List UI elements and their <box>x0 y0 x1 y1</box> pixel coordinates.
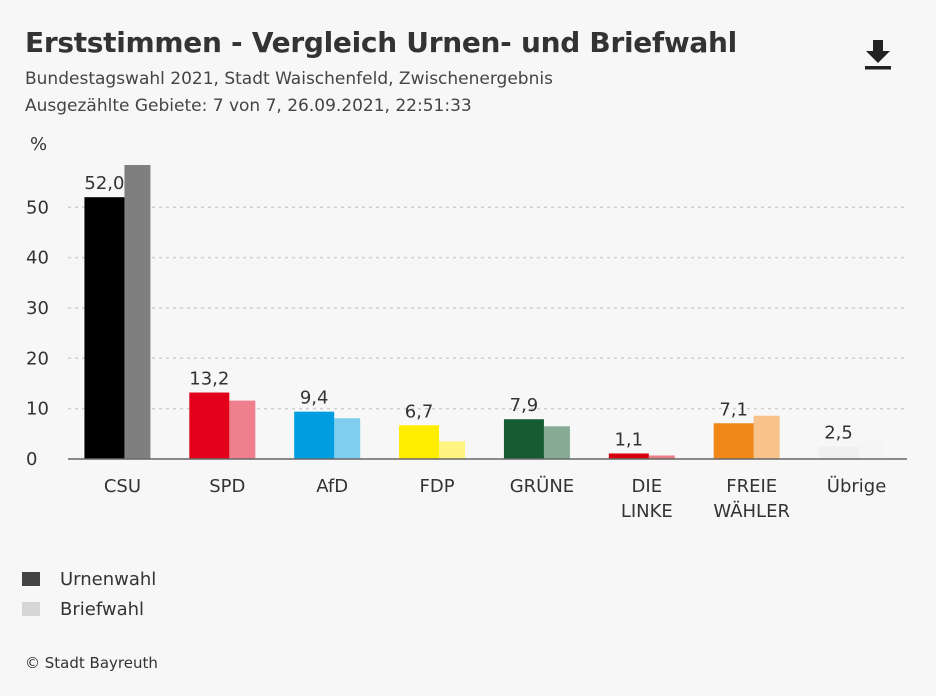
y-axis-unit-label: % <box>30 134 47 155</box>
legend-label: Urnenwahl <box>60 568 157 590</box>
bar-urnenwahl <box>713 423 754 459</box>
bar-briefwahl <box>334 418 361 459</box>
data-label: 13,2 <box>189 369 229 390</box>
counting-status: Ausgezählte Gebiete: 7 von 7, 26.09.2021… <box>25 96 472 116</box>
bar-briefwahl <box>648 455 675 459</box>
y-tick-label: 40 <box>26 248 49 269</box>
y-tick-label: 30 <box>26 298 49 319</box>
y-tick-label: 0 <box>26 449 37 470</box>
x-tick-label: AfD <box>316 476 348 497</box>
bar-urnenwahl <box>399 425 440 459</box>
x-tick-label: CSU <box>104 476 141 497</box>
download-icon[interactable] <box>860 36 896 72</box>
bar-urnenwahl <box>294 411 335 459</box>
bar-urnenwahl <box>189 392 230 459</box>
x-tick-label: FREIE WÄHLER <box>713 476 790 522</box>
bar-urnenwahl <box>608 453 649 459</box>
legend-label: Briefwahl <box>60 598 145 620</box>
data-label: 1,1 <box>614 429 643 450</box>
data-label: 2,5 <box>824 422 853 443</box>
legend-swatch-urnenwahl <box>22 572 40 586</box>
chart-title: Erststimmen - Vergleich Urnen- und Brief… <box>25 26 737 59</box>
y-tick-label: 20 <box>26 348 49 369</box>
data-label: 7,1 <box>719 399 748 420</box>
legend: Urnenwahl Briefwahl <box>22 564 156 624</box>
x-tick-label: DIE LINKE <box>621 476 673 522</box>
data-label: 9,4 <box>300 388 329 409</box>
bar-briefwahl <box>439 441 466 459</box>
x-tick-label: GRÜNE <box>510 475 574 497</box>
y-tick-label: 50 <box>26 197 49 218</box>
bar-urnenwahl <box>503 419 544 459</box>
legend-swatch-briefwahl <box>22 602 40 616</box>
bar-chart: % 0 10 20 30 40 50 52,0 CSU 13,2 SPD 9,4 AfD 6,7 FDP 7,… <box>26 134 907 522</box>
bar-briefwahl <box>543 426 570 459</box>
x-tick-label: FDP <box>420 476 455 497</box>
data-label: 52,0 <box>84 173 124 194</box>
source-credit: © Stadt Bayreuth <box>25 654 158 672</box>
x-tick-label: Übrige <box>827 475 887 497</box>
chart-subtitle: Bundestagswahl 2021, Stadt Waischenfeld,… <box>25 69 553 89</box>
bar-briefwahl <box>753 415 780 459</box>
data-label: 6,7 <box>405 401 434 422</box>
bar-urnenwahl <box>84 197 125 459</box>
legend-item-urnenwahl[interactable]: Urnenwahl <box>22 564 156 594</box>
data-label: 7,9 <box>510 395 539 416</box>
x-tick-label: SPD <box>209 476 245 497</box>
bar-briefwahl <box>229 400 256 459</box>
y-tick-label: 10 <box>26 399 49 420</box>
bar-briefwahl <box>124 164 151 459</box>
legend-item-briefwahl[interactable]: Briefwahl <box>22 594 156 624</box>
bar-briefwahl <box>858 440 885 459</box>
bar-urnenwahl <box>818 446 859 459</box>
